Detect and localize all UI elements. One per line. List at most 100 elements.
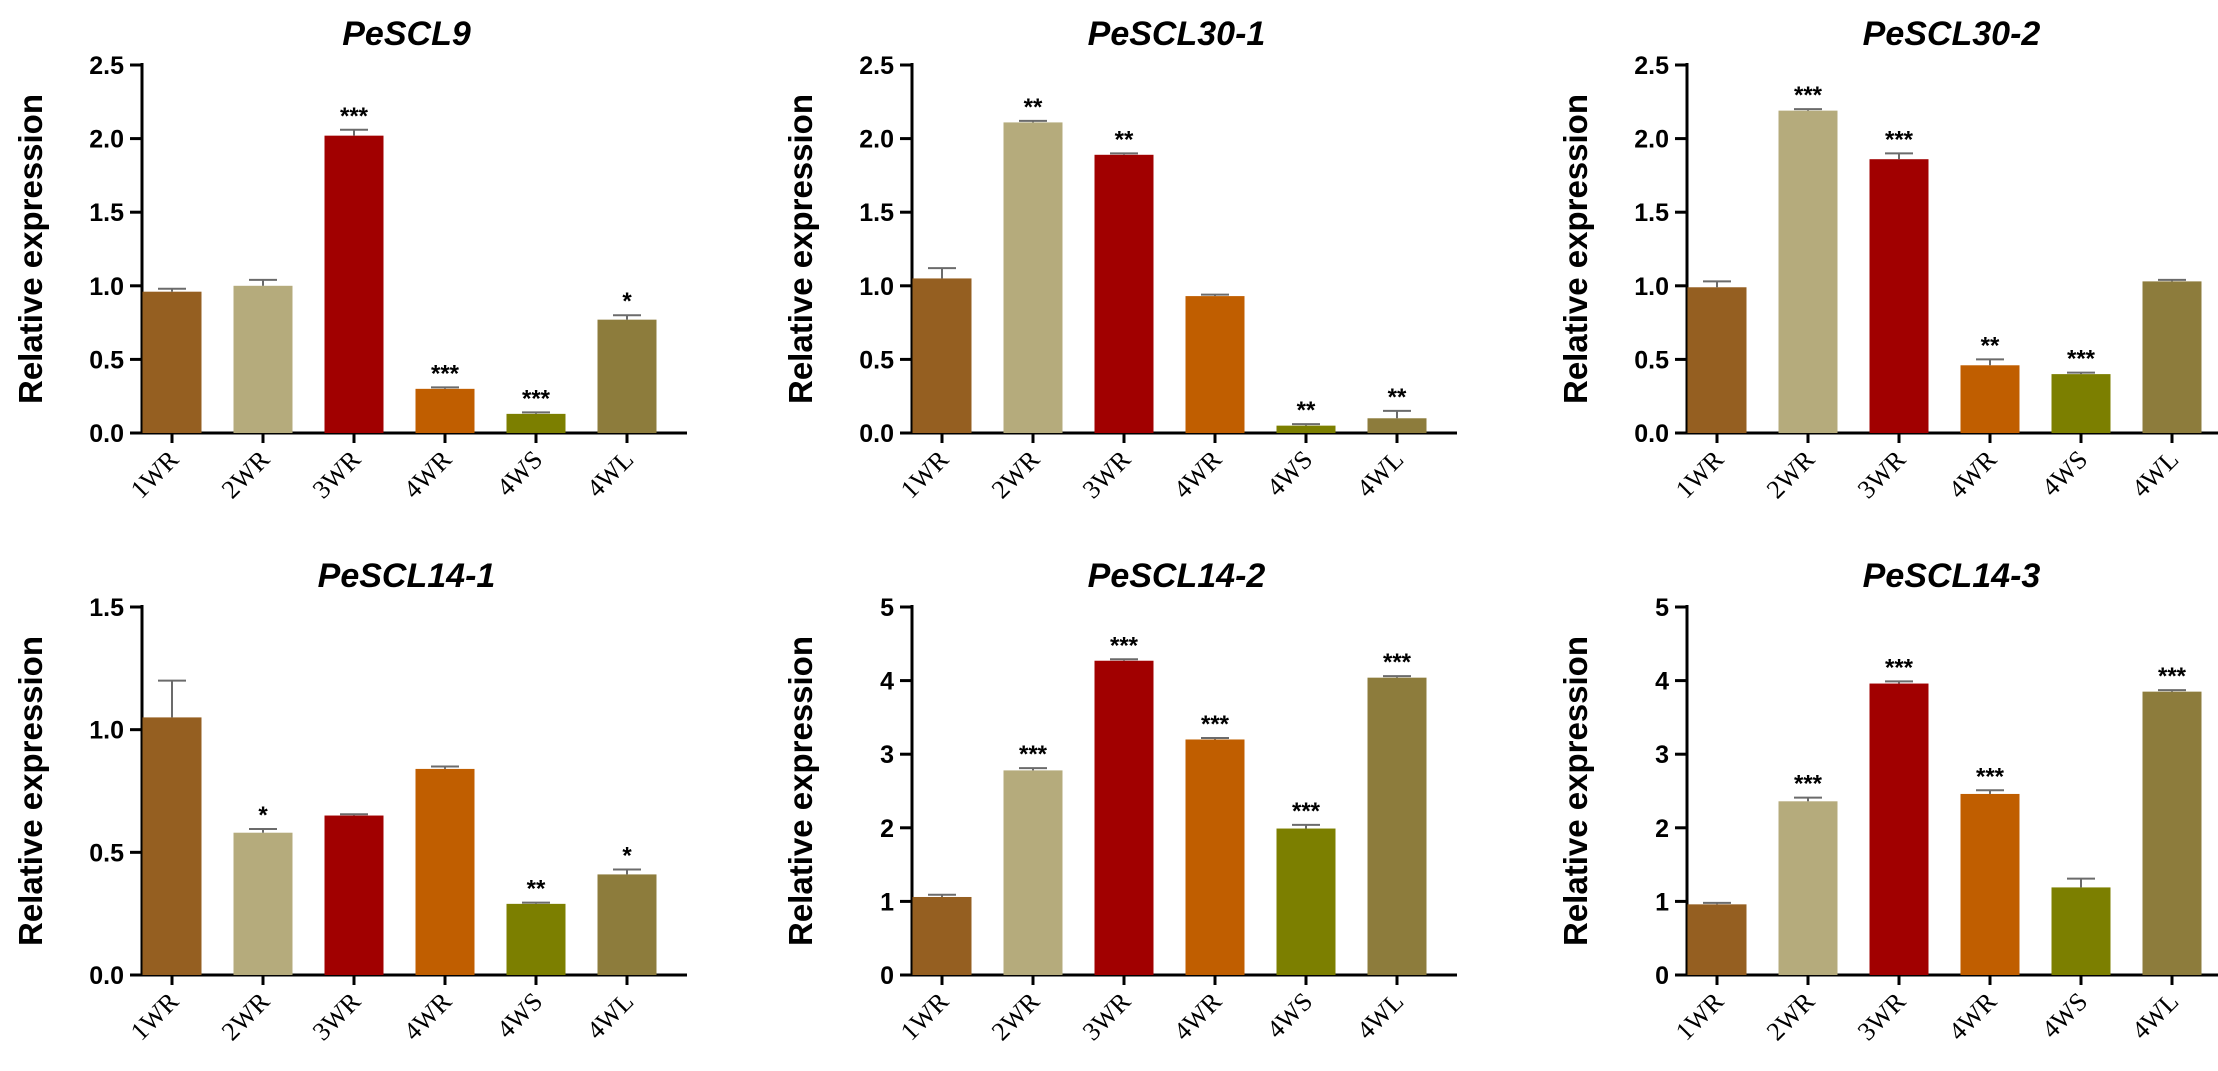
- bar-4WR: [1960, 365, 2020, 433]
- significance-label: ***: [2067, 346, 2096, 373]
- y-tick-label: 5: [880, 594, 894, 622]
- bar-4WL: [1367, 677, 1427, 975]
- y-tick-label: 2.0: [89, 126, 124, 154]
- y-axis-label: Relative expression: [1557, 636, 1594, 946]
- chart-panel-6: PeSCL14-3 Relative expression 0 1 2 3 4 5 1WR ***…: [1557, 557, 2218, 1046]
- bar-4WL: [2142, 281, 2202, 433]
- bar-4WS: [2051, 374, 2111, 433]
- significance-label: **: [1297, 397, 1316, 424]
- bar-2WR: [1003, 122, 1063, 434]
- significance-label: **: [1388, 384, 1407, 411]
- y-axis-label: Relative expression: [782, 94, 819, 404]
- chart-title: PeSCL9: [342, 15, 471, 53]
- x-tick-label: 3WR: [1077, 986, 1137, 1046]
- y-tick-label: 0.0: [859, 420, 894, 448]
- bar-4WS: [506, 413, 566, 433]
- y-tick-label: 1.5: [1634, 199, 1669, 227]
- significance-label: **: [1981, 332, 2000, 359]
- bar-4WS: [1276, 828, 1336, 975]
- y-tick-label: 1: [1655, 888, 1669, 916]
- bar-2WR: [233, 832, 293, 975]
- significance-label: ***: [1019, 741, 1048, 768]
- significance-label: ***: [522, 385, 551, 412]
- x-tick-label: 1WR: [125, 444, 185, 504]
- x-tick-label: 4WR: [1943, 986, 2003, 1046]
- y-tick-label: 2: [880, 815, 894, 843]
- x-tick-label: 4WR: [1168, 444, 1228, 504]
- bar-1WR: [142, 717, 202, 975]
- bar-4WR: [415, 768, 475, 975]
- bar-2WR: [1778, 110, 1838, 433]
- bar-2WR: [233, 285, 293, 433]
- significance-label: ***: [1885, 654, 1914, 681]
- bar-3WR: [324, 135, 384, 433]
- bar-4WR: [1185, 739, 1245, 975]
- x-tick-label: 4WS: [2036, 445, 2093, 502]
- bar-1WR: [142, 291, 202, 433]
- chart-panel-3: PeSCL30-2 Relative expression 0.0 0.5 1.0 1.5…: [1557, 15, 2218, 504]
- bar-1WR: [1687, 904, 1747, 975]
- y-tick-label: 0: [1655, 962, 1669, 990]
- y-tick-label: 4: [1655, 668, 1669, 696]
- x-tick-label: 1WR: [895, 444, 955, 504]
- x-tick-label: 3WR: [307, 986, 367, 1046]
- y-tick-label: 4: [880, 668, 894, 696]
- x-tick-label: 2WR: [216, 444, 276, 504]
- x-tick-label: 4WL: [581, 445, 639, 503]
- y-tick-label: 2.5: [859, 52, 894, 80]
- y-tick-label: 1.5: [89, 594, 124, 622]
- bar-4WL: [1367, 418, 1427, 433]
- y-tick-label: 2.5: [89, 52, 124, 80]
- x-tick-label: 4WR: [398, 986, 458, 1046]
- significance-label: ***: [2158, 663, 2187, 690]
- y-tick-label: 3: [880, 741, 894, 769]
- bar-3WR: [1869, 159, 1929, 433]
- bar-3WR: [1869, 683, 1929, 975]
- y-axis-label: Relative expression: [1557, 94, 1594, 404]
- x-tick-label: 2WR: [1761, 986, 1821, 1046]
- bar-4WL: [597, 319, 657, 433]
- bar-4WR: [415, 388, 475, 433]
- significance-label: *: [622, 843, 632, 870]
- x-tick-label: 3WR: [1852, 986, 1912, 1046]
- bar-2WR: [1778, 801, 1838, 975]
- bar-4WS: [506, 903, 566, 975]
- chart-title: PeSCL14-1: [318, 557, 496, 595]
- bar-4WS: [1276, 425, 1336, 433]
- y-axis-label: Relative expression: [782, 636, 819, 946]
- x-tick-label: 4WS: [2036, 987, 2093, 1044]
- significance-label: ***: [1383, 649, 1412, 676]
- x-tick-label: 4WR: [398, 444, 458, 504]
- bar-1WR: [1687, 287, 1747, 433]
- chart-panel-1: PeSCL9 Relative expression 0.0 0.5 1.0 1.5 2.0…: [12, 15, 687, 504]
- y-axis-label: Relative expression: [12, 636, 49, 946]
- x-tick-label: 2WR: [1761, 444, 1821, 504]
- y-tick-label: 0: [880, 962, 894, 990]
- chart-panel-5: PeSCL14-2 Relative expression 0 1 2 3 4 5 1WR ***…: [782, 557, 1457, 1046]
- y-tick-label: 3: [1655, 741, 1669, 769]
- y-tick-label: 0.5: [89, 346, 124, 374]
- chart-title: PeSCL14-2: [1088, 557, 1266, 595]
- y-tick-label: 1.0: [859, 273, 894, 301]
- x-tick-label: 4WL: [1351, 987, 1409, 1045]
- x-tick-label: 1WR: [1670, 986, 1730, 1046]
- x-tick-label: 3WR: [1077, 444, 1137, 504]
- x-tick-label: 4WS: [1261, 445, 1318, 502]
- bar-4WS: [2051, 887, 2111, 975]
- y-tick-label: 1: [880, 888, 894, 916]
- y-tick-label: 0.0: [89, 962, 124, 990]
- significance-label: *: [258, 802, 268, 829]
- x-tick-label: 4WL: [1351, 445, 1409, 503]
- y-tick-label: 1.0: [1634, 273, 1669, 301]
- chart-title: PeSCL30-2: [1863, 15, 2041, 53]
- x-tick-label: 4WR: [1943, 444, 2003, 504]
- bar-4WR: [1960, 793, 2020, 975]
- y-tick-label: 2.5: [1634, 52, 1669, 80]
- x-tick-label: 4WR: [1168, 986, 1228, 1046]
- significance-label: ***: [1794, 82, 1823, 109]
- x-tick-label: 1WR: [895, 986, 955, 1046]
- x-tick-label: 4WS: [1261, 987, 1318, 1044]
- significance-label: **: [527, 876, 546, 903]
- x-tick-label: 2WR: [986, 444, 1046, 504]
